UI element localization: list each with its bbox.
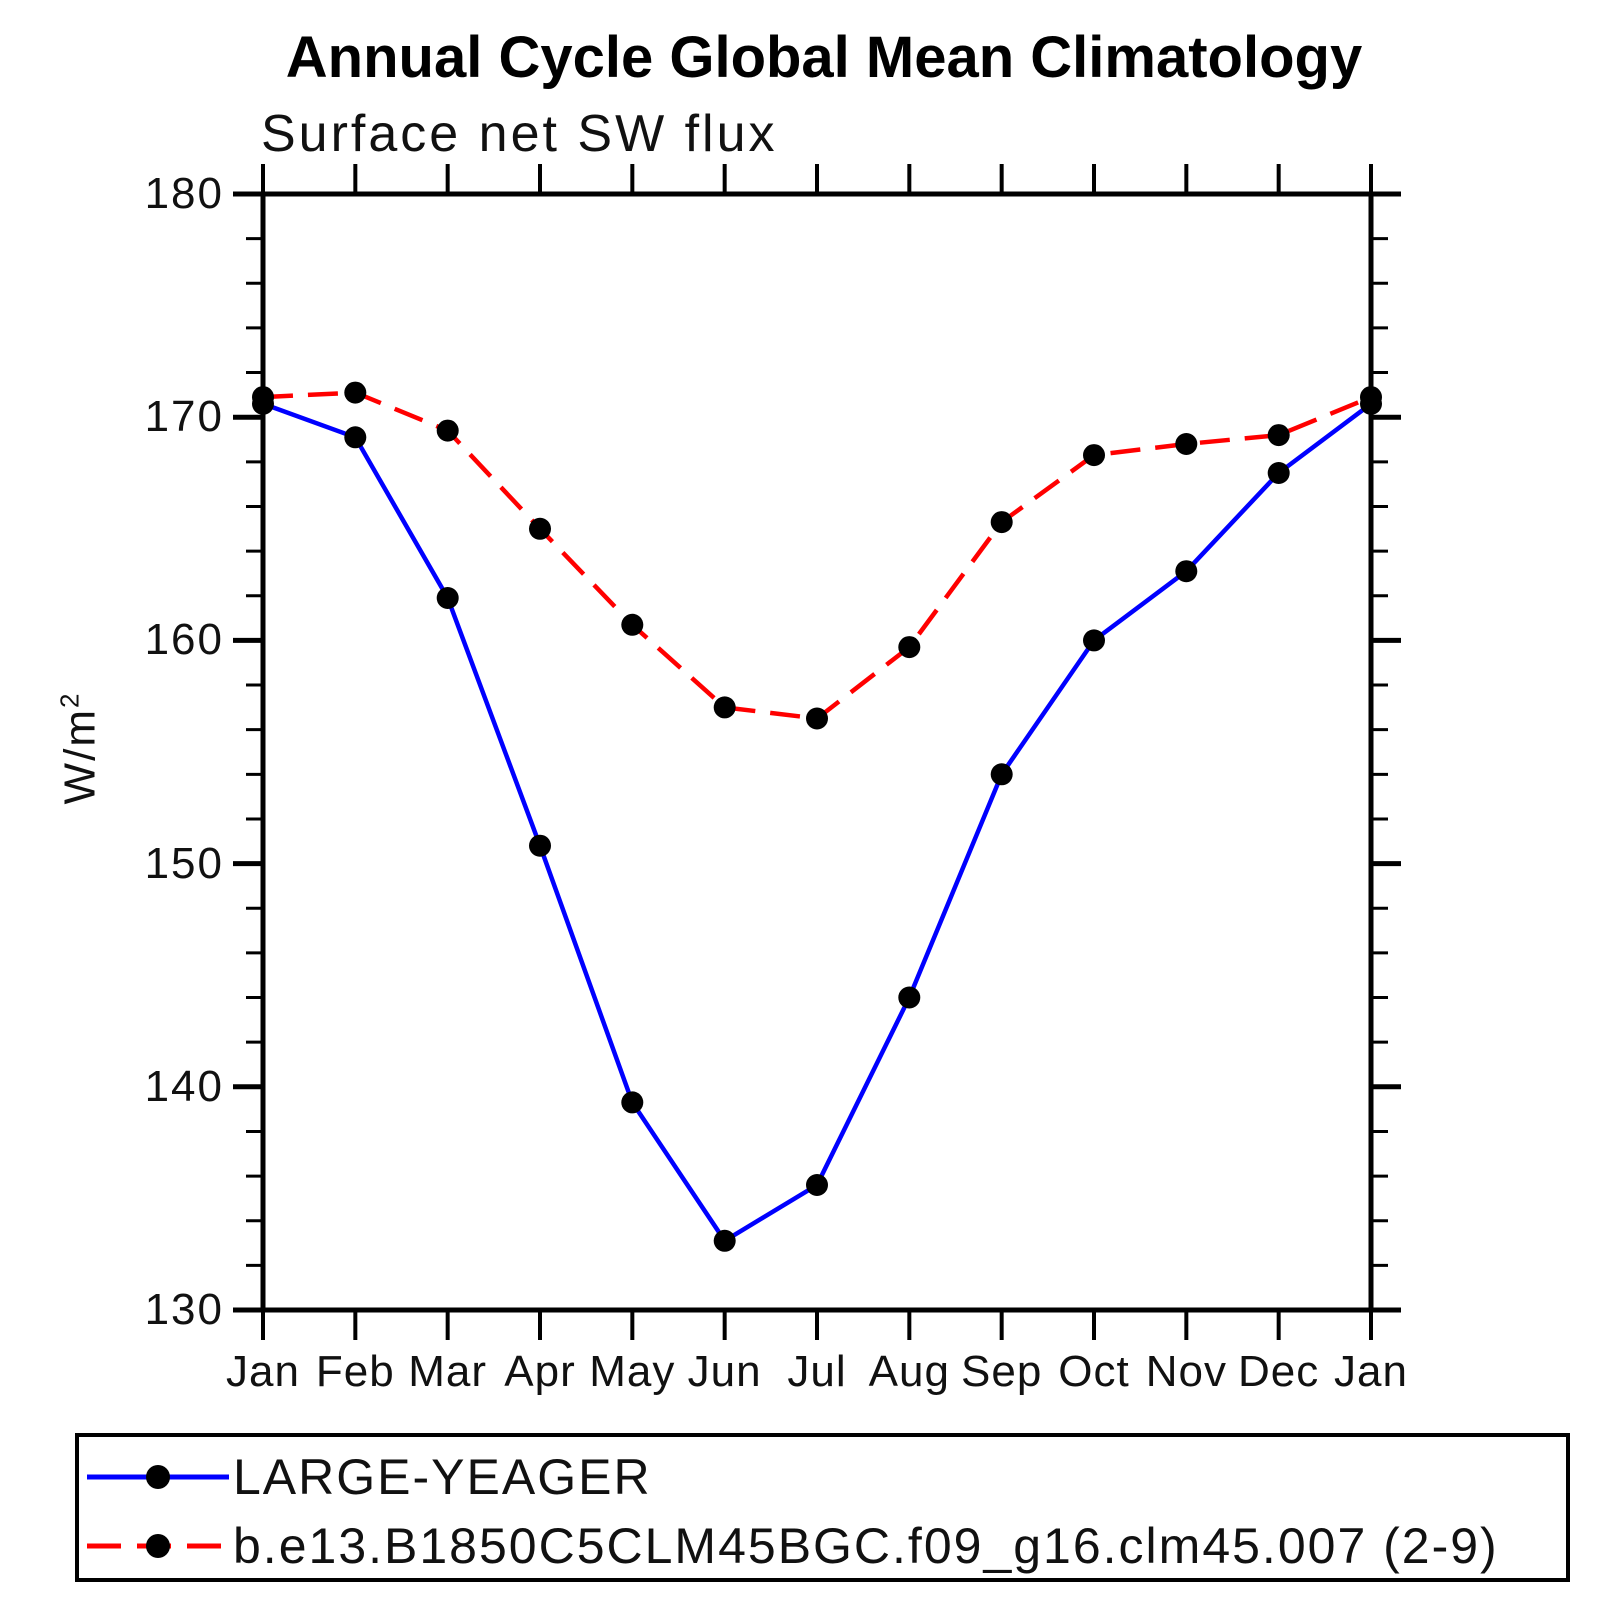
- series-line-1: [262, 390, 1372, 721]
- data-point: [436, 419, 459, 442]
- legend-line-sample: [87, 1465, 229, 1489]
- legend-marker-dot: [146, 1534, 170, 1558]
- data-point: [1083, 444, 1105, 467]
- data-point: [898, 986, 921, 1009]
- data-point: [252, 386, 274, 409]
- data-point: [621, 613, 644, 636]
- x-tick-label: Nov: [1145, 1347, 1227, 1396]
- legend-marker-dot: [146, 1465, 170, 1489]
- y-tick-label: 180: [144, 169, 224, 218]
- data-point: [1175, 433, 1198, 455]
- data-point: [898, 636, 921, 659]
- data-point: [1267, 462, 1290, 484]
- data-point: [990, 763, 1013, 786]
- legend-label: LARGE-YEAGER: [233, 1449, 652, 1505]
- data-point: [806, 1174, 828, 1196]
- legend-row: LARGE-YEAGER: [83, 1449, 652, 1505]
- chart-subtitle: Surface net SW flux: [261, 105, 778, 163]
- data-point: [1360, 386, 1382, 409]
- y-tick-label: 140: [144, 1061, 224, 1111]
- legend-row: b.e13.B1850C5CLM45BGC.f09_g16.clm45.007 …: [83, 1518, 1499, 1574]
- x-tick-label: Sep: [961, 1347, 1043, 1396]
- data-point: [344, 381, 367, 404]
- plot-frame: [260, 191, 1374, 1313]
- chart-title: Annual Cycle Global Mean Climatology: [285, 25, 1363, 90]
- legend: LARGE-YEAGER b.e13.B1850C5CLM45BGC.f09_g…: [75, 1433, 1570, 1582]
- data-point: [1083, 629, 1105, 652]
- x-tick-label: Aug: [868, 1347, 950, 1396]
- data-point: [436, 587, 459, 609]
- data-point: [344, 426, 367, 449]
- x-tick-label: Jan: [226, 1347, 300, 1396]
- x-tick-label: Jan: [1334, 1347, 1408, 1396]
- data-point: [1175, 560, 1198, 583]
- legend-label: b.e13.B1850C5CLM45BGC.f09_g16.clm45.007 …: [233, 1518, 1499, 1574]
- x-tick-label: Mar: [408, 1347, 488, 1396]
- x-tick-label: Jun: [687, 1347, 762, 1396]
- data-point: [806, 707, 828, 730]
- y-tick-label: 130: [144, 1285, 224, 1334]
- data-point: [1267, 424, 1290, 447]
- x-tick-label: Oct: [1058, 1347, 1130, 1396]
- series-line-0: [262, 401, 1373, 1244]
- x-tick-label: Dec: [1238, 1347, 1320, 1396]
- y-tick-label: 150: [144, 838, 224, 888]
- data-point: [713, 1229, 736, 1252]
- data-point: [990, 511, 1013, 534]
- legend-line-sample: [87, 1534, 229, 1558]
- x-tick-label: Jul: [787, 1347, 847, 1396]
- data-point: [621, 1091, 644, 1114]
- data-point: [713, 696, 736, 719]
- y-tick-label: 160: [144, 615, 224, 665]
- data-point: [529, 517, 551, 540]
- data-point: [529, 834, 551, 857]
- y-tick-label: 170: [144, 392, 224, 442]
- x-tick-label: Apr: [504, 1347, 576, 1396]
- x-tick-label: Feb: [315, 1347, 395, 1396]
- x-tick-label: May: [589, 1347, 676, 1396]
